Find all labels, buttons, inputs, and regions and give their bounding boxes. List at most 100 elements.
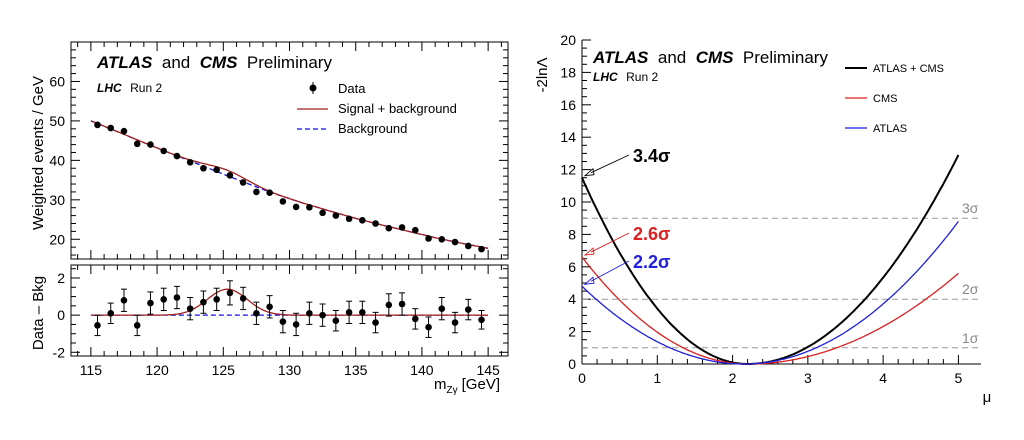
sigma-reference-label: 1σ	[962, 330, 979, 346]
left-top-ytick-label: 20	[49, 231, 65, 247]
legend-background-label: Background	[338, 121, 407, 136]
left-xtick-label: 130	[278, 362, 302, 378]
right-ytick-label: 6	[568, 259, 576, 275]
residual-point	[160, 296, 167, 303]
data-point	[438, 235, 446, 243]
data-point	[425, 235, 432, 242]
significance-arrowhead	[583, 276, 595, 285]
right-title-and: and	[658, 48, 686, 67]
significance-label: 2.6σ	[633, 224, 670, 244]
legend-combined-label: ATLAS + CMS	[873, 63, 944, 75]
left-subtitle: LHC Run 2	[97, 79, 162, 96]
left-title-cms: CMS	[200, 53, 238, 72]
right-ytick-label: 12	[560, 162, 576, 178]
residual-point	[213, 296, 220, 303]
residual-point	[451, 319, 459, 326]
significance-arrow	[590, 260, 630, 282]
residual-point	[385, 301, 393, 309]
left-xtick-label: 145	[476, 362, 500, 378]
significance-arrowhead	[583, 167, 595, 177]
data-point	[319, 209, 326, 217]
data-point	[239, 179, 247, 186]
right-ylabel: -2lnΛ	[534, 57, 551, 92]
residual-point	[147, 299, 154, 307]
left-xtick-label: 115	[80, 362, 103, 378]
left-legend: Data Signal + background Background	[297, 81, 457, 136]
residual-point	[279, 318, 287, 325]
residual-point	[120, 296, 128, 304]
residual-point	[372, 319, 379, 326]
background-fit-curve	[90, 120, 489, 249]
sigma-reference-label: 2σ	[962, 281, 979, 297]
right-ytick-label: 10	[560, 194, 576, 210]
residual-point	[200, 298, 207, 306]
residual-point	[186, 305, 194, 312]
right-legend: ATLAS + CMS CMS ATLAS	[845, 63, 944, 135]
left-top-ytick-label: 30	[49, 192, 65, 208]
significance-label: 2.2σ	[633, 252, 670, 272]
data-point	[94, 121, 101, 129]
data-point	[160, 147, 167, 155]
data-point	[359, 217, 366, 224]
sigma-reference-label: 3σ	[962, 200, 979, 216]
significance-label: 3.4σ	[633, 146, 670, 166]
data-point	[266, 189, 273, 197]
residual-point	[94, 322, 101, 329]
atlas-likelihood-curve	[581, 221, 959, 365]
left-xlabel-main: m	[434, 376, 447, 393]
data-point	[345, 215, 353, 223]
data-point	[478, 245, 485, 253]
significance-arrow	[590, 232, 630, 253]
residual-point	[239, 295, 247, 302]
right-ytick-label: 4	[568, 291, 576, 307]
data-point	[451, 238, 459, 246]
right-title-preliminary: Preliminary	[743, 48, 829, 67]
left-title-and: and	[162, 53, 190, 72]
left-bottom-ylabel: Data – Bkg	[30, 276, 47, 350]
residual-point	[345, 309, 353, 316]
residual-point	[319, 311, 326, 319]
right-ytick-label: 16	[560, 97, 576, 113]
left-xlabel: mZγ [GeV]	[434, 376, 500, 396]
data-point	[279, 198, 287, 205]
right-subtitle-lhc: LHC	[593, 70, 618, 84]
right-title: ATLAS and CMS Preliminary	[592, 48, 828, 67]
right-ytick-label: 20	[560, 32, 576, 48]
right-ytick-label: 2	[568, 324, 576, 340]
data-point	[332, 212, 340, 219]
left-top-ytick-label: 50	[49, 113, 65, 129]
left-xtick-label: 140	[410, 362, 434, 378]
residual-point	[306, 309, 313, 317]
right-xtick-label: 5	[955, 370, 963, 386]
left-bottom-ytick-label: -2	[53, 344, 66, 360]
data-point	[120, 127, 128, 135]
residual-point	[425, 323, 432, 331]
residual-point	[332, 317, 340, 325]
residual-signal-curve	[90, 288, 489, 316]
data-point	[186, 159, 194, 166]
significance-arrowhead	[583, 247, 595, 256]
left-subtitle-lhc: LHC	[97, 81, 122, 95]
left-title-preliminary: Preliminary	[247, 53, 333, 72]
residual-point	[266, 303, 273, 311]
legend-signal-label: Signal + background	[338, 101, 457, 116]
data-point	[133, 140, 141, 148]
data-point	[385, 224, 393, 232]
right-xtick-label: 0	[578, 370, 586, 386]
left-bottom-ytick-label: 0	[57, 307, 65, 323]
left-top-ylabel: Weighted events / GeV	[30, 76, 47, 230]
right-xtick-label: 4	[879, 370, 887, 386]
left-bottom-ytick-label: 2	[57, 270, 65, 286]
left-xtick-label: 125	[212, 362, 236, 378]
data-point	[398, 224, 406, 231]
residual-point	[412, 315, 419, 323]
right-title-cms: CMS	[696, 48, 734, 67]
data-point	[147, 141, 154, 148]
right-xtick-label: 3	[804, 370, 812, 386]
data-point	[200, 164, 207, 172]
residual-point	[133, 322, 141, 329]
residual-point	[478, 316, 485, 324]
left-xtick-label: 120	[145, 362, 169, 378]
significance-arrow	[590, 154, 630, 174]
